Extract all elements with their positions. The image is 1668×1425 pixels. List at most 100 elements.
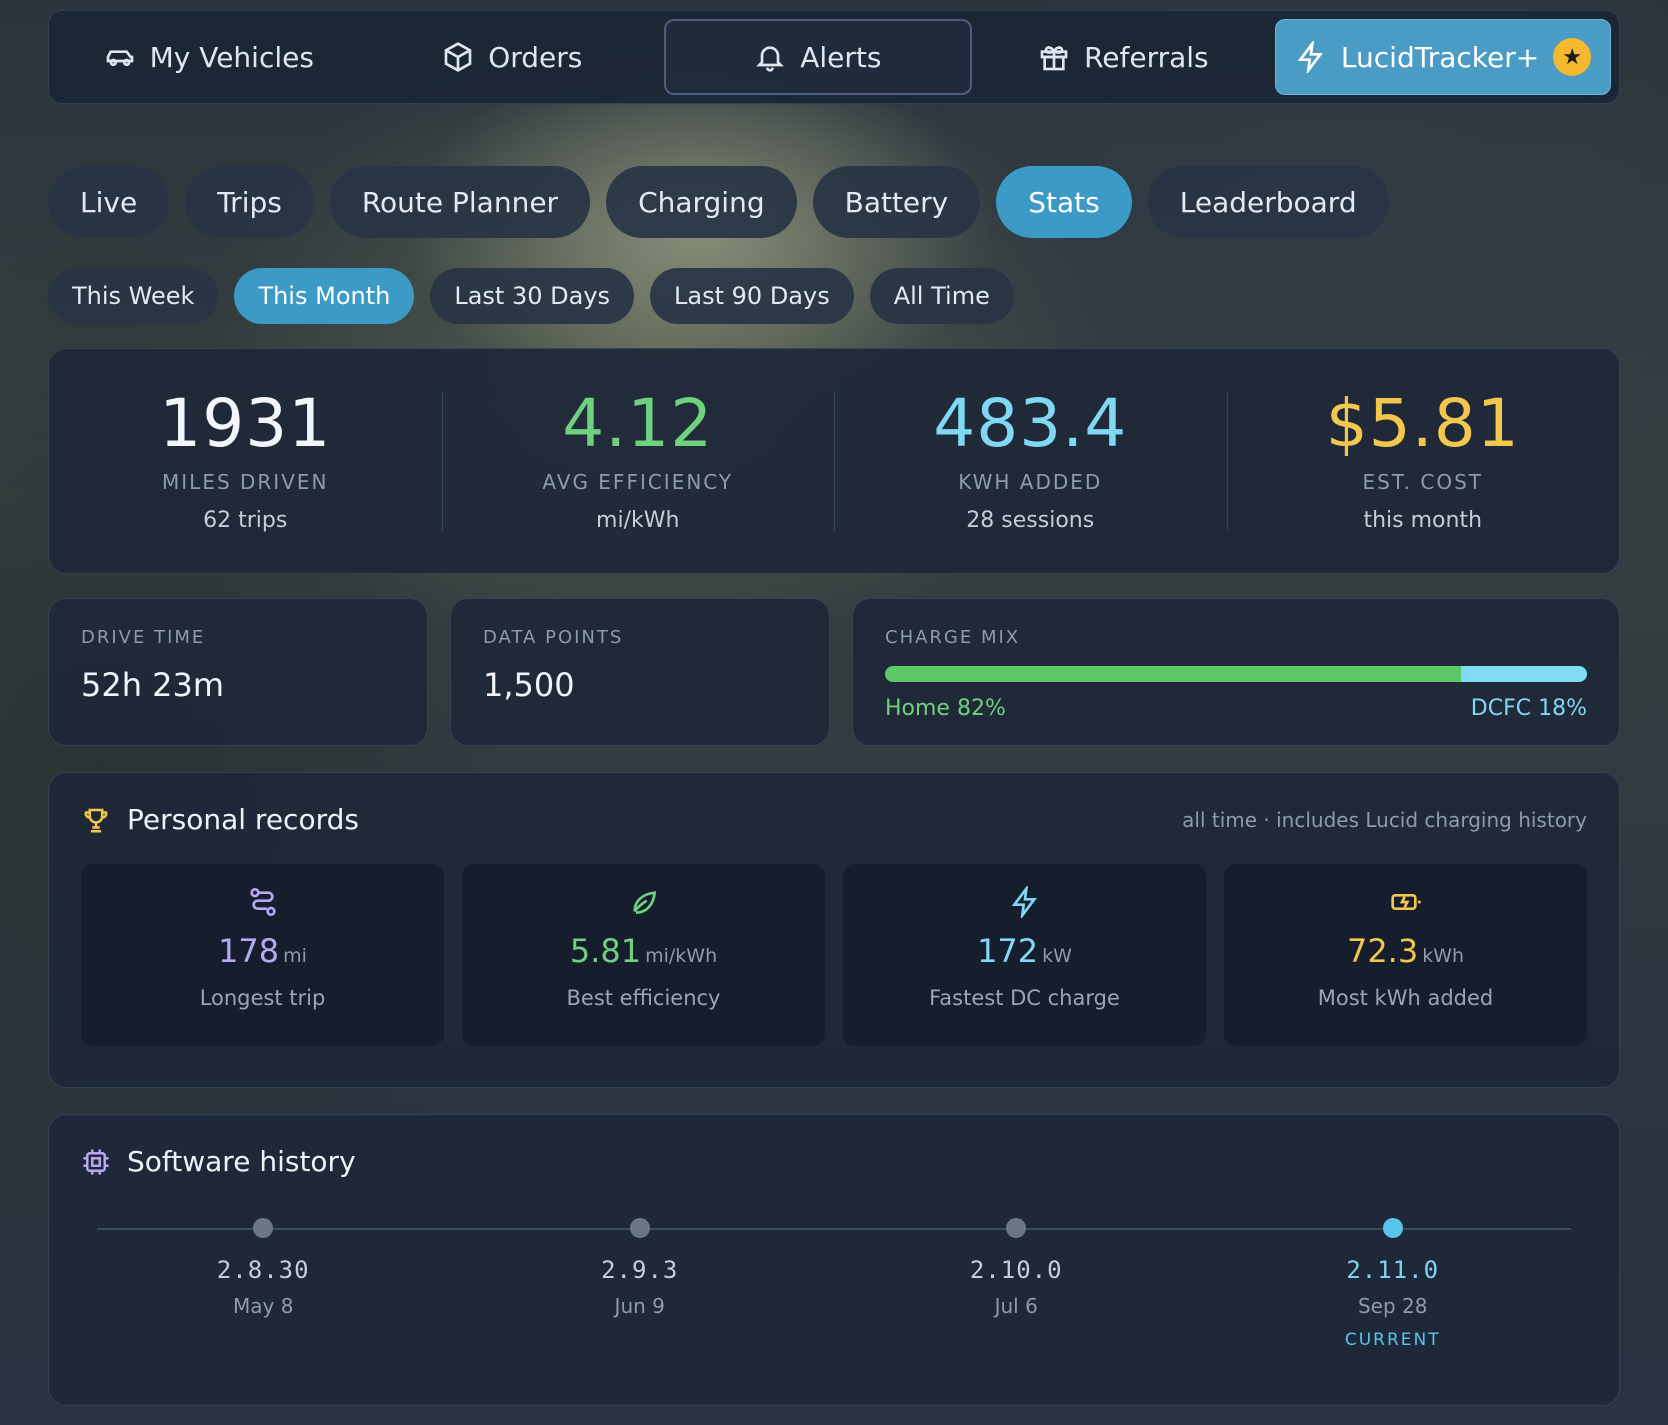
section-tabs: Live Trips Route Planner Charging Batter… [48,166,1620,238]
version-number: 2.8.30 [216,1256,310,1284]
tab-stats[interactable]: Stats [996,166,1132,238]
version-number: 2.9.3 [601,1256,679,1284]
stat-kwh-added: 483.4 KWH ADDED 28 sessions [834,386,1227,536]
stat-est-cost: $5.81 EST. COST this month [1226,385,1620,536]
stat-miles-driven: 1931 MILES DRIVEN 62 trips [49,386,442,536]
current-badge: CURRENT [1344,1330,1441,1350]
stat-label: MILES DRIVEN [162,470,329,494]
version-number: 2.11.0 [1346,1256,1440,1284]
software-title-text: Software history [127,1145,356,1178]
battery-charging-icon [1390,894,1421,910]
version-dot-current [1382,1218,1403,1238]
drive-time-value: 52h 23m [81,666,225,704]
nav-lucidtracker-plus[interactable]: LucidTracker+ ★ [1275,19,1611,95]
timeline-line [97,1228,1571,1230]
version-dot [253,1218,274,1238]
version-date: May 8 [233,1294,294,1318]
nav-alerts[interactable]: Alerts [664,19,972,95]
records-header: Personal records all time · includes Luc… [81,803,1587,836]
period-this-week[interactable]: This Week [48,268,219,324]
charge-mix-card: CHARGE MIX Home 82% DCFC 18% [852,598,1620,746]
secondary-stats: DRIVE TIME 52h 23m DATA POINTS 1,500 CHA… [48,598,1620,746]
version-entry-current: 2.11.0 Sep 28 CURRENT [1273,1218,1513,1350]
drive-time-card: DRIVE TIME 52h 23m [48,598,428,746]
bolt-icon [1011,886,1037,918]
record-fastest-dc-charge: 172 kW Fastest DC charge [843,864,1206,1046]
period-last-90-days[interactable]: Last 90 Days [650,268,854,324]
tab-leaderboard[interactable]: Leaderboard [1147,166,1389,238]
charge-mix-label: CHARGE MIX [885,627,1021,648]
nav-label: Orders [488,40,583,74]
gift-icon [1040,46,1068,71]
record-desc: Fastest DC charge [929,986,1120,1010]
record-desc: Longest trip [199,986,326,1010]
version-entry: 2.9.3 Jun 9 [520,1218,760,1318]
record-desc: Most kWh added [1317,986,1494,1010]
stat-sub: mi/kWh [596,508,680,533]
route-icon [249,888,276,916]
software-title: Software history [81,1145,1587,1178]
star-icon: ★ [1553,38,1592,76]
record-desc: Best efficiency [566,986,721,1010]
records-note: all time · includes Lucid charging histo… [1182,807,1587,832]
period-this-month[interactable]: This Month [234,268,415,324]
version-entry: 2.10.0 Jul 6 [896,1218,1136,1318]
chip-icon [83,1149,109,1174]
version-dot [1006,1218,1027,1238]
package-icon [444,42,472,72]
version-date: Jul 6 [994,1294,1038,1318]
charge-mix-legend: Home 82% DCFC 18% [885,696,1587,721]
top-nav: My Vehicles Orders Alerts Referrals Luci… [48,10,1620,104]
trophy-icon [84,808,108,832]
lightning-icon [1297,41,1323,73]
charge-mix-home-label: Home 82% [885,696,1006,721]
nav-label: Referrals [1084,40,1209,74]
version-date: Jun 9 [614,1294,665,1318]
period-filter: This Week This Month Last 30 Days Last 9… [48,268,1620,324]
stat-avg-efficiency: 4.12 AVG EFFICIENCY mi/kWh [441,386,835,536]
stat-sub: 62 trips [203,508,288,533]
software-timeline: 2.8.30 May 8 2.9.3 Jun 9 2.10.0 Jul 6 2.… [81,1212,1587,1382]
stat-value: $5.81 [1325,385,1520,462]
software-history-card: Software history 2.8.30 May 8 2.9.3 Jun … [48,1114,1620,1406]
tab-live[interactable]: Live [48,166,170,238]
tab-route-planner[interactable]: Route Planner [329,166,591,238]
nav-referrals[interactable]: Referrals [972,19,1276,95]
record-value: 5.81 mi/kWh [569,932,718,970]
personal-records-card: Personal records all time · includes Luc… [48,772,1620,1088]
bell-icon [756,46,785,72]
record-longest-trip: 178 mi Longest trip [81,864,444,1046]
stat-label: KWH ADDED [958,470,1103,494]
version-entry: 2.8.30 May 8 [143,1218,383,1318]
tab-charging[interactable]: Charging [606,166,797,238]
nav-label: My Vehicles [149,40,314,74]
record-most-kwh-added: 72.3 kWh Most kWh added [1224,864,1587,1046]
nav-label: Alerts [800,40,882,74]
charge-mix-dcfc-label: DCFC 18% [1470,696,1587,721]
records-grid: 178 mi Longest trip 5.81 mi/kWh Best effic… [81,864,1587,1046]
data-points-value: 1,500 [483,666,575,704]
charge-mix-dcfc-segment [1460,666,1587,682]
version-number: 2.10.0 [969,1256,1063,1284]
records-title: Personal records [81,803,359,836]
stat-value: 483.4 [933,385,1128,462]
stat-label: AVG EFFICIENCY [542,470,734,494]
nav-my-vehicles[interactable]: My Vehicles [57,19,361,95]
charge-mix-home-segment [885,666,1461,682]
records-title-text: Personal records [127,803,359,836]
data-points-label: DATA POINTS [483,627,624,648]
stat-sub: this month [1363,508,1483,533]
car-icon [106,50,133,67]
tab-trips[interactable]: Trips [185,166,314,238]
tab-battery[interactable]: Battery [812,166,981,238]
data-points-card: DATA POINTS 1,500 [450,598,830,746]
record-best-efficiency: 5.81 mi/kWh Best efficiency [462,864,825,1046]
period-last-30-days[interactable]: Last 30 Days [430,268,635,324]
record-value: 172 kW [977,932,1072,970]
drive-time-label: DRIVE TIME [81,627,206,648]
period-all-time[interactable]: All Time [869,268,1014,324]
version-date: Sep 28 [1357,1294,1428,1318]
record-value: 72.3 kWh [1346,932,1465,970]
nav-orders[interactable]: Orders [361,19,665,95]
